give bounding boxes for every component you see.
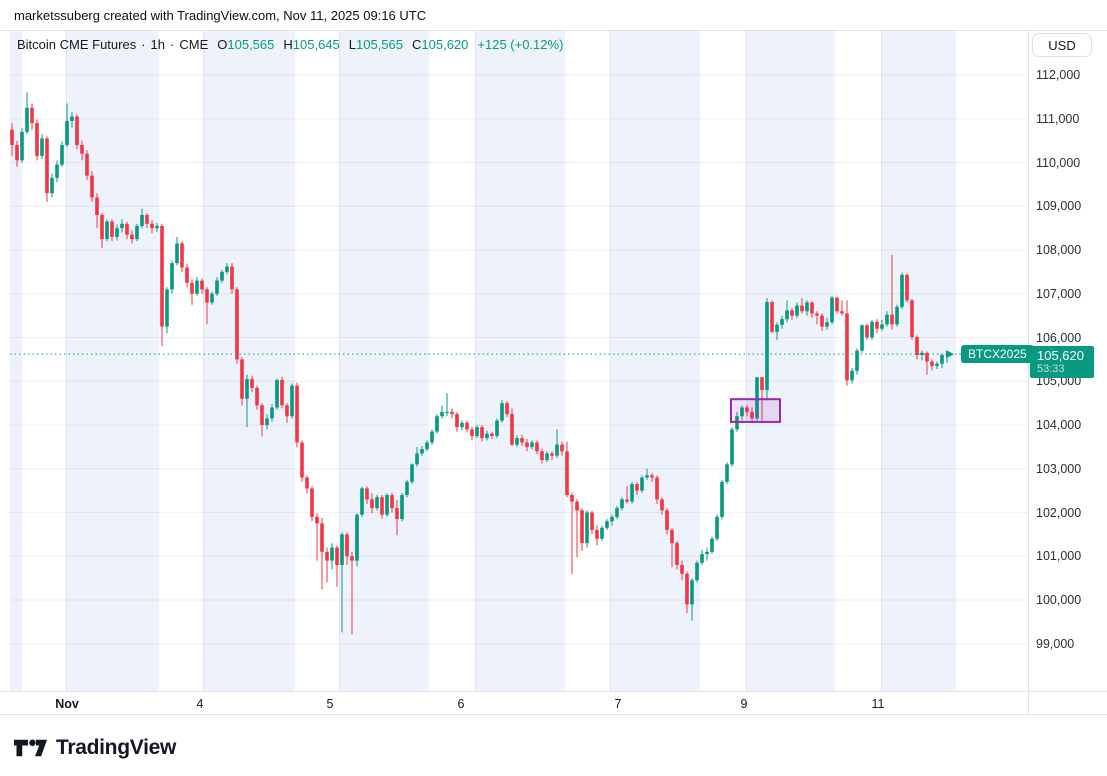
session-band <box>881 31 956 691</box>
price-axis-label: 110,000 <box>1036 155 1081 170</box>
price-axis-label: 99,000 <box>1036 636 1075 651</box>
price-axis-label: 109,000 <box>1036 199 1082 214</box>
ohlc-open: O105,565 <box>217 37 275 52</box>
time-axis-label: 9 <box>740 697 748 711</box>
session-band <box>10 31 22 691</box>
candles-layer <box>10 92 949 635</box>
legend-separator: · <box>170 37 175 52</box>
legend-separator: · <box>141 37 146 52</box>
tradingview-logo-icon <box>14 739 47 757</box>
price-axis-label: 107,000 <box>1036 286 1082 301</box>
price-axis-label: 106,000 <box>1036 330 1082 345</box>
time-axis-label: 7 <box>614 697 622 711</box>
exchange-label: CME <box>179 37 209 52</box>
time-axis-label: 6 <box>457 697 465 711</box>
tradingview-brand-text: TradingView <box>56 736 177 759</box>
price-axis-label: 112,000 <box>1036 68 1081 82</box>
annotation-rectangle[interactable] <box>730 398 781 423</box>
session-band <box>203 31 295 691</box>
session-band <box>475 31 565 691</box>
bar-countdown: 53:33 <box>1037 363 1065 376</box>
session-band <box>66 31 159 691</box>
session-band <box>610 31 700 691</box>
snapshot-attribution: marketssuberg created with TradingView.c… <box>14 8 427 23</box>
price-axis-label: 108,000 <box>1036 243 1082 257</box>
time-axis-label: 5 <box>326 697 334 711</box>
last-price-marker-icon <box>946 350 954 359</box>
time-axis-label: 4 <box>196 697 204 711</box>
interval-label[interactable]: 1h <box>150 37 166 52</box>
price-axis-label: 104,000 <box>1036 418 1082 432</box>
session-band <box>339 31 429 691</box>
tradingview-footer[interactable]: TradingView <box>14 735 176 761</box>
currency-toggle-button[interactable]: USD <box>1032 33 1092 57</box>
chart-legend: Bitcoin CME Futures · 1h · CME O105,565 … <box>17 37 563 52</box>
price-axis-label: 100,000 <box>1036 593 1082 607</box>
contract-label: BTCX2025 <box>961 345 1034 364</box>
ohlc-close: C105,620 <box>412 37 469 52</box>
price-axis-label: 111,000 <box>1036 111 1080 126</box>
price-axis-label: 102,000 <box>1036 505 1082 520</box>
ohlc-high: H105,645 <box>283 37 340 52</box>
time-axis-label: Nov <box>55 697 79 711</box>
time-axis-label: 11 <box>871 697 885 711</box>
last-price-label: 105,620 53:33 <box>1030 346 1094 379</box>
time-axis[interactable]: Nov 4 5 6 7 9 11 <box>0 692 1028 718</box>
price-axis-label: 101,000 <box>1036 549 1082 564</box>
last-price-value: 105,620 <box>1037 348 1084 364</box>
symbol-title[interactable]: Bitcoin CME Futures <box>17 37 137 52</box>
price-axis-label: 103,000 <box>1036 461 1082 476</box>
ohlc-low: L105,565 <box>348 37 403 52</box>
change-value: +125 (+0.12%) <box>477 37 564 52</box>
session-band <box>746 31 835 691</box>
price-axis[interactable]: 112,000 111,000 110,000 109,000 108,000 107,0… <box>1036 0 1106 718</box>
